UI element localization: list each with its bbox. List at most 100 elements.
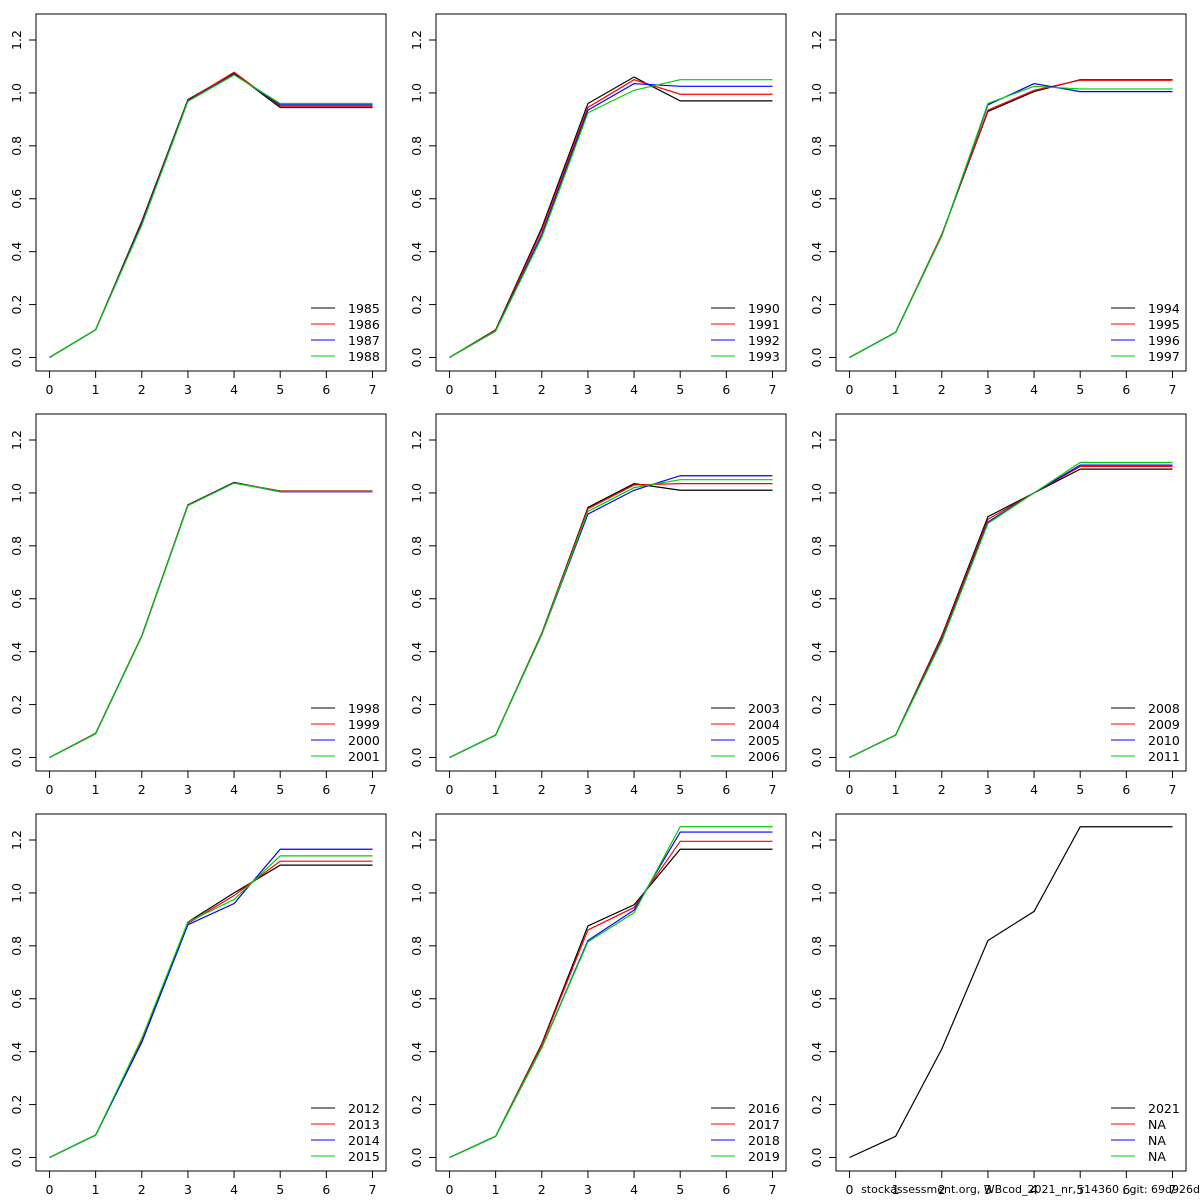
y-tick-label: 0.4 (9, 642, 24, 662)
legend-label: 2001 (348, 749, 380, 764)
y-tick-label: 0.0 (409, 748, 424, 768)
x-tick-label: 3 (184, 1182, 192, 1197)
y-tick-label: 0.6 (9, 989, 24, 1009)
legend-label: NA (1148, 1133, 1166, 1148)
legend-label: 2012 (348, 1101, 380, 1116)
panel-6: 0 1 2 3 4 5 6 70.00.20.40.60.81.01.220082009201… (809, 413, 1187, 797)
legend-label: 2017 (748, 1117, 780, 1132)
x-tick-label: 2 (138, 382, 146, 397)
x-tick-label: 0 (446, 382, 454, 397)
x-tick-label: 0 (846, 782, 854, 797)
legend-label: 1996 (1148, 333, 1180, 348)
legend-label: 2010 (1148, 733, 1180, 748)
x-tick-label: 0 (446, 782, 454, 797)
plot-frame (35, 413, 387, 772)
series-line-1993 (449, 79, 773, 359)
x-tick-label: 4 (230, 782, 238, 797)
series-line-2000 (49, 482, 373, 759)
x-tick-label: 7 (369, 782, 377, 797)
series-line-1985 (49, 72, 373, 359)
x-tick-label: 7 (369, 1182, 377, 1197)
x-tick-label: 4 (630, 782, 638, 797)
plot-frame (835, 13, 1187, 372)
panel-8: 0 1 2 3 4 5 6 70.00.20.40.60.81.01.220162017201… (409, 813, 787, 1197)
y-tick-label: 0.4 (409, 242, 424, 262)
footer-credit: stockassessment.org, WBcod_2021_nr, r143… (861, 1183, 1200, 1196)
legend-label: 2014 (348, 1133, 380, 1148)
series-line-1996 (849, 83, 1173, 359)
panel-3: 0 1 2 3 4 5 6 70.00.20.40.60.81.01.219941995199… (809, 13, 1187, 397)
y-tick-label: 0.0 (809, 1148, 824, 1168)
legend-label: 2018 (748, 1133, 780, 1148)
legend-label: 2004 (748, 717, 780, 732)
x-tick-label: 3 (584, 782, 592, 797)
y-tick-label: 1.2 (9, 30, 24, 50)
y-tick-label: 1.2 (809, 30, 824, 50)
y-tick-label: 0.8 (9, 136, 24, 156)
y-tick-label: 1.0 (409, 83, 424, 103)
y-tick-label: 0.6 (9, 189, 24, 209)
y-tick-label: 0.6 (809, 589, 824, 609)
y-tick-label: 1.2 (409, 30, 424, 50)
y-tick-label: 0.2 (809, 295, 824, 315)
x-tick-label: 0 (846, 1182, 854, 1197)
legend-label: 2008 (1148, 701, 1180, 716)
legend-label: 2009 (1148, 717, 1180, 732)
x-tick-label: 5 (1076, 782, 1084, 797)
x-tick-label: 1 (92, 1182, 100, 1197)
series-line-2013 (49, 860, 373, 1159)
y-tick-label: 0.2 (9, 695, 24, 715)
y-tick-label: 0.0 (9, 1148, 24, 1168)
series-line-2006 (449, 479, 773, 759)
series-line-2021 (849, 826, 1173, 1159)
series-line-2010 (849, 464, 1173, 759)
x-tick-label: 4 (1030, 782, 1038, 797)
x-tick-label: 5 (676, 782, 684, 797)
series-line-2015 (49, 855, 373, 1159)
series-line-2016 (449, 848, 773, 1159)
y-tick-label: 0.4 (9, 1042, 24, 1062)
x-tick-label: 7 (769, 382, 777, 397)
panel-4: 0 1 2 3 4 5 6 70.00.20.40.60.81.01.219981999200… (9, 413, 387, 797)
y-tick-label: 0.0 (409, 348, 424, 368)
x-tick-label: 1 (492, 382, 500, 397)
y-tick-label: 0.8 (809, 936, 824, 956)
legend-label: 1994 (1148, 301, 1180, 316)
x-tick-label: 6 (722, 1182, 730, 1197)
y-tick-label: 0.0 (9, 748, 24, 768)
series-line-2008 (849, 468, 1173, 759)
panel-5: 0 1 2 3 4 5 6 70.00.20.40.60.81.01.220032004200… (409, 413, 787, 797)
x-tick-label: 5 (276, 382, 284, 397)
y-tick-label: 1.0 (9, 883, 24, 903)
x-tick-label: 7 (1169, 382, 1177, 397)
series-line-1988 (49, 74, 373, 359)
legend-label: 2003 (748, 701, 780, 716)
x-tick-label: 1 (892, 782, 900, 797)
x-tick-label: 0 (46, 1182, 54, 1197)
y-tick-label: 1.0 (409, 483, 424, 503)
legend-label: 2011 (1148, 749, 1180, 764)
legend-label: 2019 (748, 1149, 780, 1164)
plot-frame (835, 413, 1187, 772)
legend-label: 1998 (348, 701, 380, 716)
x-tick-label: 0 (46, 382, 54, 397)
series-line-2014 (49, 848, 373, 1159)
y-tick-label: 1.2 (409, 430, 424, 450)
x-tick-label: 7 (1169, 782, 1177, 797)
y-tick-label: 1.0 (9, 483, 24, 503)
x-tick-label: 6 (1122, 1182, 1130, 1197)
legend-label: 1997 (1148, 349, 1180, 364)
legend-label: 1988 (348, 349, 380, 364)
plot-frame (835, 813, 1187, 1172)
legend-label: 1985 (348, 301, 380, 316)
x-tick-label: 0 (446, 1182, 454, 1197)
y-tick-label: 1.2 (409, 830, 424, 850)
series-line-2019 (449, 826, 773, 1159)
series-line-1986 (49, 71, 373, 359)
y-tick-label: 0.4 (409, 642, 424, 662)
y-tick-label: 0.2 (809, 1095, 824, 1115)
x-tick-label: 1 (492, 782, 500, 797)
x-tick-label: 2 (138, 1182, 146, 1197)
y-tick-label: 0.8 (9, 936, 24, 956)
y-tick-label: 0.0 (409, 1148, 424, 1168)
